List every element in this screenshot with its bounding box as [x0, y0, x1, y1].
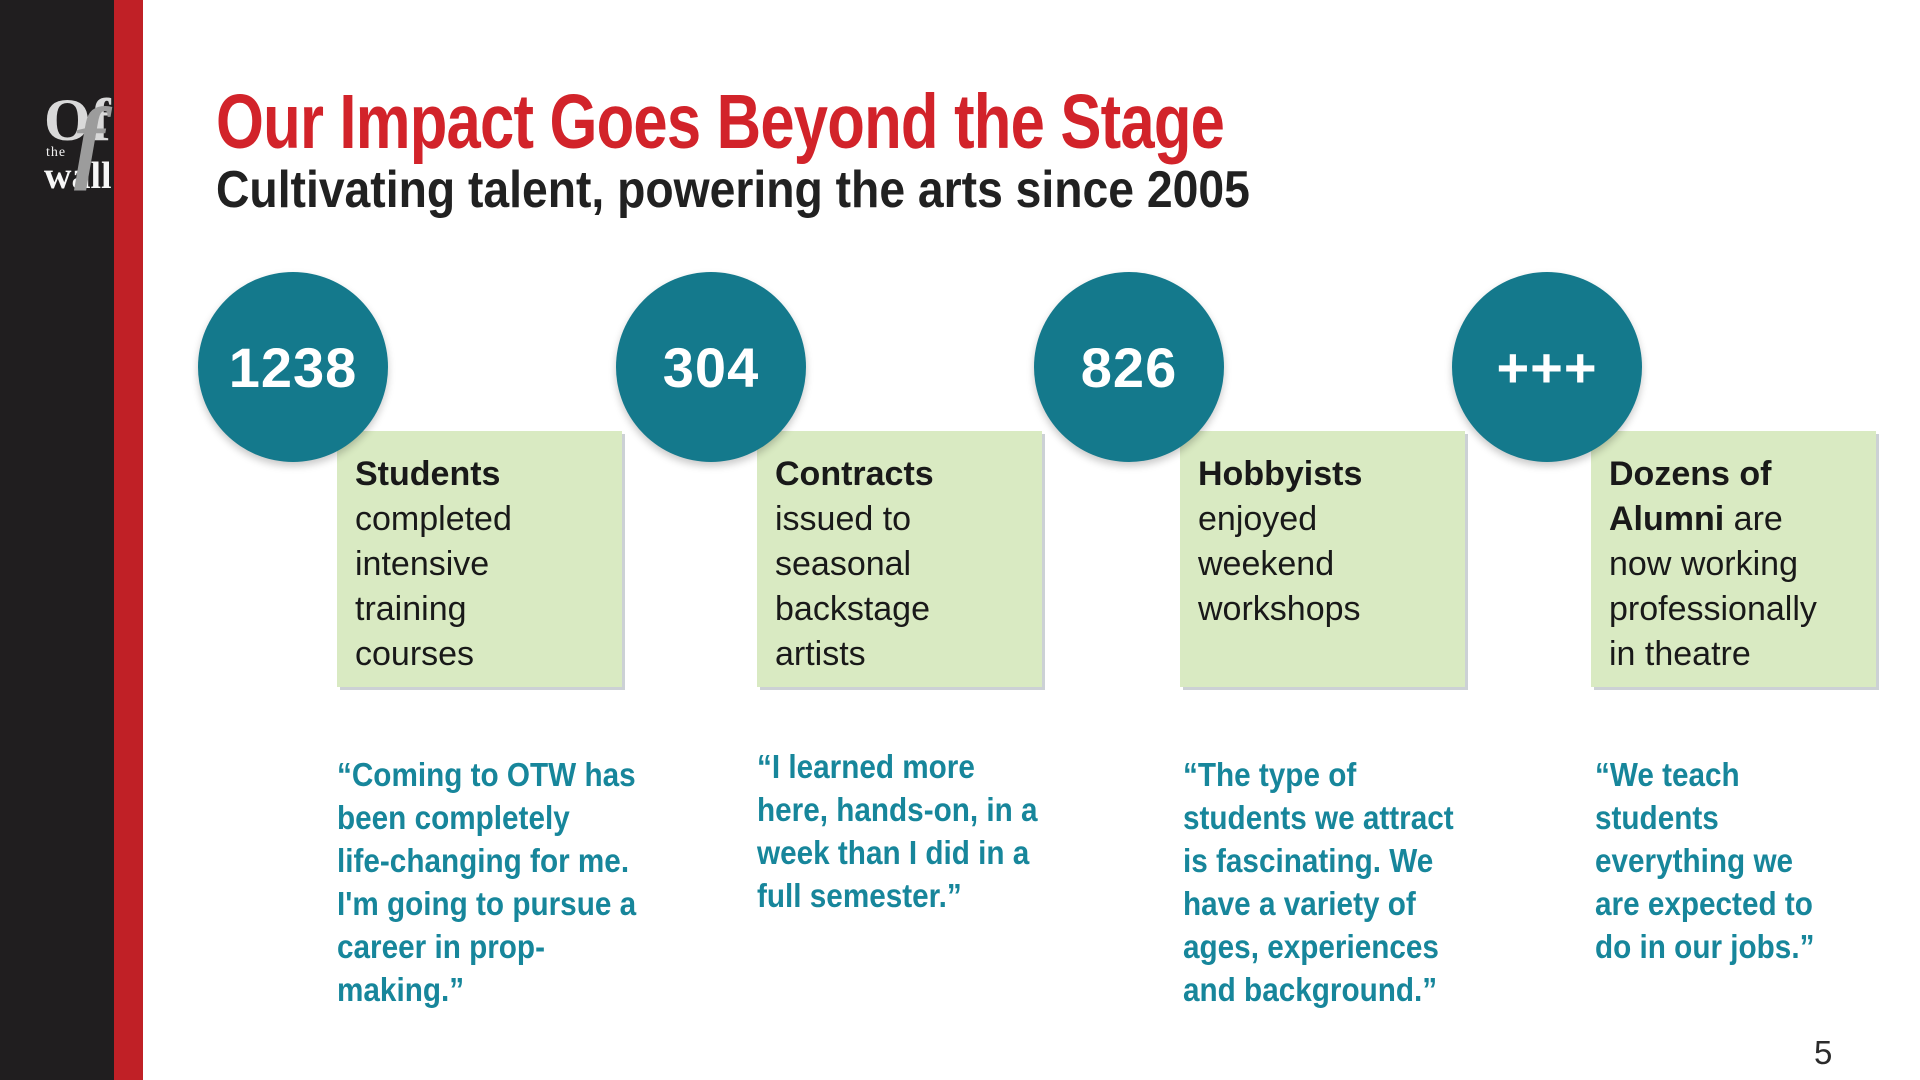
stat-circle-hobbyists: 826 — [1034, 272, 1224, 462]
page-number: 5 — [1814, 1034, 1833, 1071]
stat-circle-alumni: +++ — [1452, 272, 1642, 462]
stat-circle-students: 1238 — [198, 272, 388, 462]
brand-stripe — [114, 0, 143, 1080]
testimonial-quote-4: “We teach students everything we are exp… — [1595, 756, 1815, 965]
stat-value: +++ — [1496, 335, 1598, 399]
logo-of-text: Of — [44, 87, 111, 153]
stat-card-keyword: Contracts — [775, 455, 934, 493]
stat-circle-contracts: 304 — [616, 272, 806, 462]
stat-card-students: Students completed intensive training co… — [337, 431, 622, 687]
logo-f-accent: f — [74, 89, 105, 191]
stat-card-text: enjoyed weekend workshops — [1198, 500, 1361, 628]
logo-the-text: the — [46, 145, 67, 160]
off-the-wall-logo: Of f the wall — [44, 87, 112, 197]
testimonial-quote-2: “I learned more here, hands-on, in a wee… — [757, 748, 1038, 914]
stat-card-hobbyists: Hobbyists enjoyed weekend workshops — [1180, 431, 1465, 687]
stat-card-text: completed intensive training courses — [355, 500, 512, 673]
page-subtitle: Cultivating talent, powering the arts si… — [216, 161, 1250, 219]
stat-card-text: issued to seasonal backstage artists — [775, 500, 930, 673]
stat-card-alumni: Dozens of Alumni are now working profess… — [1591, 431, 1876, 687]
stat-card-text: are now working professionally in theatr… — [1609, 500, 1817, 673]
stat-value: 826 — [1080, 335, 1178, 399]
stat-value: 304 — [662, 335, 760, 399]
testimonial-quote-1: “Coming to OTW has been completely life-… — [337, 756, 637, 1008]
stat-card-keyword: Hobbyists — [1198, 455, 1363, 493]
testimonial-quote-3: “The type of students we attract is fasc… — [1183, 756, 1454, 1008]
stat-card-keyword: Students — [355, 455, 501, 493]
logo-wall-text: wall — [44, 155, 112, 197]
stat-card-contracts: Contracts issued to seasonal backstage a… — [757, 431, 1042, 687]
sidebar-rail — [0, 0, 114, 1080]
stat-value: 1238 — [228, 335, 358, 399]
stat-card-keyword: Dozens of Alumni — [1609, 455, 1772, 538]
page-title: Our Impact Goes Beyond the Stage — [216, 79, 1225, 165]
